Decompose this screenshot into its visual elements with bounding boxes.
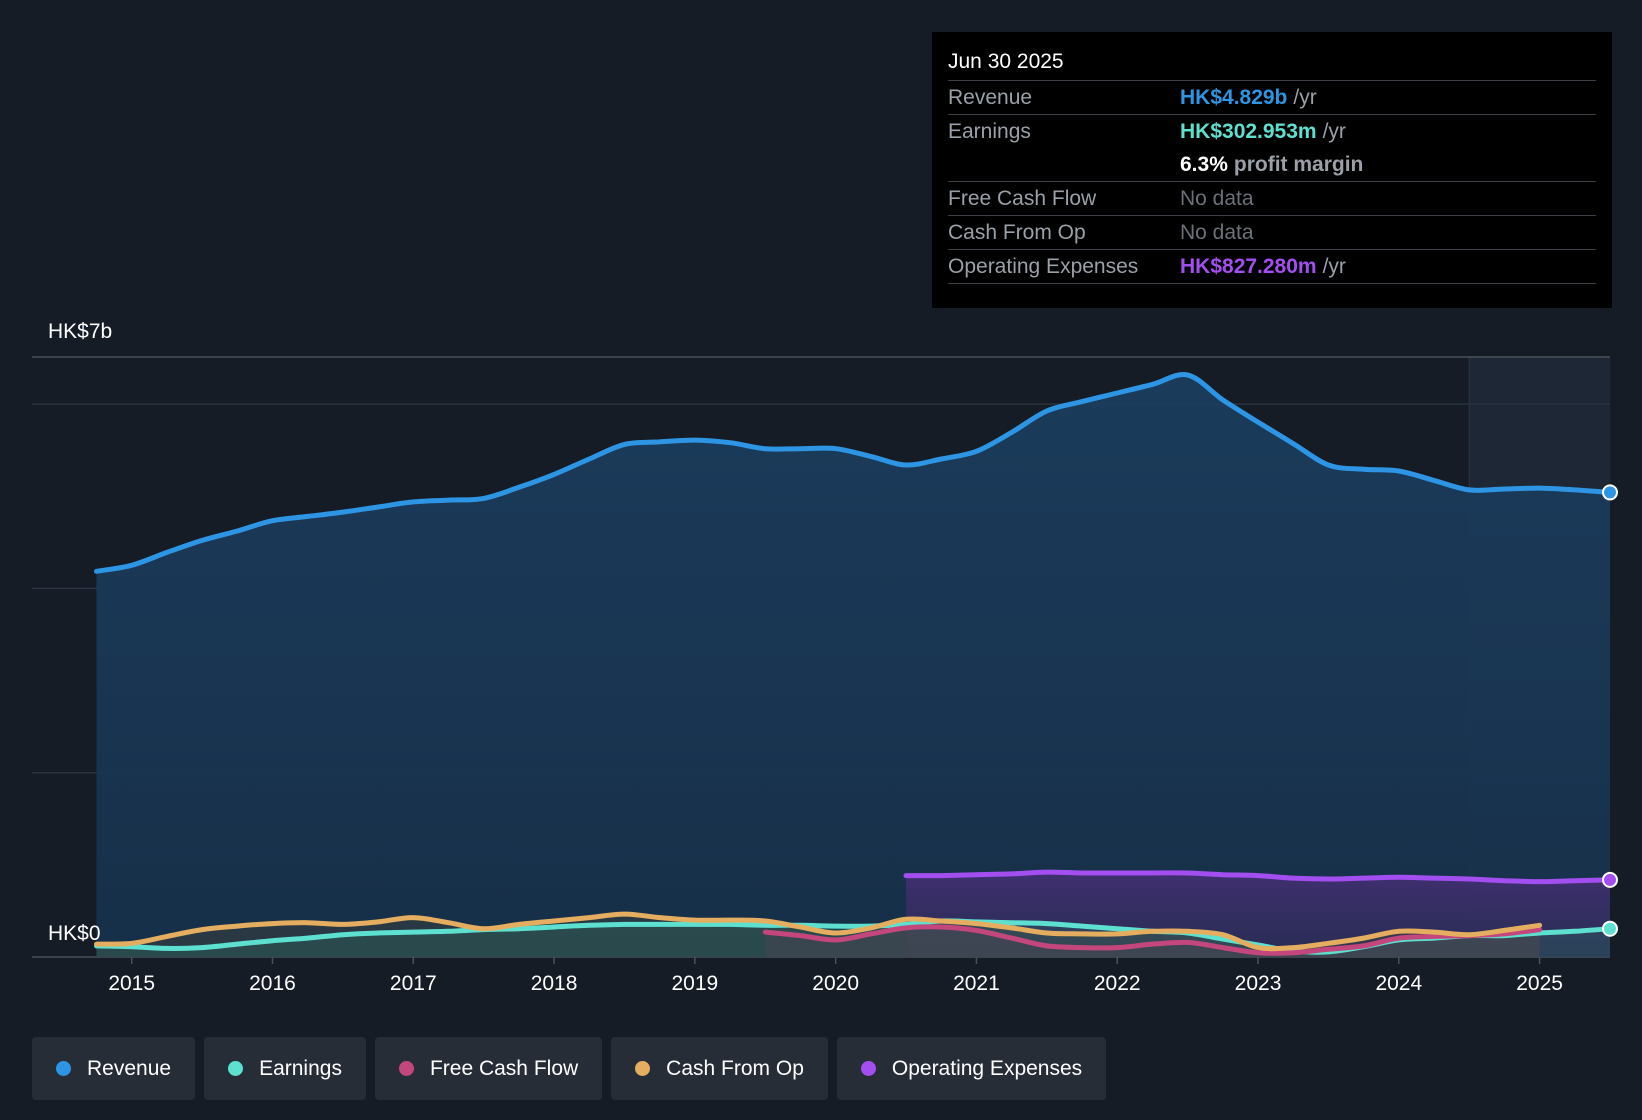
legend-dot-icon bbox=[398, 1061, 414, 1076]
legend-label: Operating Expenses bbox=[891, 1056, 1083, 1080]
tooltip-value-opex: HK$827.280m bbox=[1180, 255, 1317, 278]
y-axis-top-label: HK$7b bbox=[48, 320, 113, 343]
tooltip-row-fcf: Free Cash Flow No data bbox=[948, 182, 1596, 216]
tooltip-row-earnings: Earnings HK$302.953m /yr bbox=[948, 115, 1596, 148]
tooltip-value-revenue: HK$4.829b bbox=[1180, 86, 1288, 109]
legend-item-revenue[interactable]: Revenue bbox=[32, 1037, 196, 1100]
x-tick-label: 2024 bbox=[1375, 972, 1422, 995]
tooltip-margin-text: profit margin bbox=[1233, 153, 1364, 176]
legend-label: Free Cash Flow bbox=[429, 1056, 579, 1080]
tooltip-row-cfo: Cash From Op No data bbox=[948, 216, 1596, 250]
tooltip-value-fcf: No data bbox=[1180, 187, 1254, 210]
revenue-area bbox=[96, 374, 1610, 958]
legend-item-operating-expenses[interactable]: Operating Expenses bbox=[836, 1037, 1107, 1100]
tooltip-row-revenue: Revenue HK$4.829b /yr bbox=[948, 81, 1596, 114]
x-tick-label: 2022 bbox=[1094, 972, 1141, 995]
tooltip-margin-value: 6.3% bbox=[1180, 153, 1228, 176]
tooltip-label: Earnings bbox=[948, 120, 1031, 143]
tooltip-value-earnings: HK$302.953m bbox=[1180, 120, 1317, 143]
legend-item-cash-from-op[interactable]: Cash From Op bbox=[611, 1037, 828, 1100]
x-tick-label: 2015 bbox=[108, 972, 155, 995]
tooltip-unit: /yr bbox=[1293, 86, 1317, 109]
legend-label: Earnings bbox=[259, 1056, 342, 1080]
x-tick-label: 2017 bbox=[390, 972, 437, 995]
tooltip-row-margin: 6.3% profit margin bbox=[948, 148, 1596, 182]
x-tick-label: 2025 bbox=[1516, 972, 1563, 995]
legend-item-earnings[interactable]: Earnings bbox=[204, 1037, 366, 1100]
x-tick-label: 2020 bbox=[812, 972, 859, 995]
x-tick-label: 2018 bbox=[531, 972, 578, 995]
legend-label: Revenue bbox=[87, 1056, 172, 1080]
tooltip-label: Cash From Op bbox=[948, 221, 1086, 244]
x-tick-label: 2016 bbox=[249, 972, 296, 995]
opex-line bbox=[903, 869, 1613, 885]
opex-end-marker bbox=[1602, 871, 1618, 888]
x-tick-label: 2019 bbox=[672, 972, 719, 995]
y-axis-bottom-label: HK$0 bbox=[48, 922, 101, 945]
cfo-line bbox=[94, 911, 1543, 952]
legend-dot-icon bbox=[635, 1061, 651, 1076]
tooltip-row-opex: Operating Expenses HK$827.280m /yr bbox=[948, 250, 1596, 284]
earnings-end-marker bbox=[1602, 920, 1618, 937]
x-tick-label: 2021 bbox=[953, 972, 1000, 995]
tooltip-date: Jun 30 2025 bbox=[948, 46, 1596, 81]
revenue-end-marker bbox=[1602, 484, 1618, 501]
chart-tooltip: Jun 30 2025 Revenue HK$4.829b /yr Earnin… bbox=[932, 32, 1612, 308]
tooltip-value-cfo: No data bbox=[1180, 221, 1254, 244]
legend-dot-icon bbox=[860, 1061, 876, 1076]
tooltip-unit: /yr bbox=[1322, 120, 1346, 143]
legend-dot-icon bbox=[56, 1061, 71, 1076]
chart-legend: Revenue Earnings Free Cash Flow Cash Fro… bbox=[32, 1037, 1107, 1100]
tooltip-unit: /yr bbox=[1322, 255, 1346, 278]
revenue-line bbox=[94, 372, 1613, 574]
tooltip-label: Revenue bbox=[948, 86, 1033, 109]
legend-item-free-cash-flow[interactable]: Free Cash Flow bbox=[374, 1037, 603, 1100]
tooltip-label: Operating Expenses bbox=[948, 255, 1139, 278]
x-tick-label: 2023 bbox=[1235, 972, 1282, 995]
tooltip-label: Free Cash Flow bbox=[948, 187, 1097, 210]
fcf-line bbox=[762, 924, 1543, 956]
legend-label: Cash From Op bbox=[666, 1056, 804, 1080]
legend-dot-icon bbox=[228, 1061, 244, 1076]
